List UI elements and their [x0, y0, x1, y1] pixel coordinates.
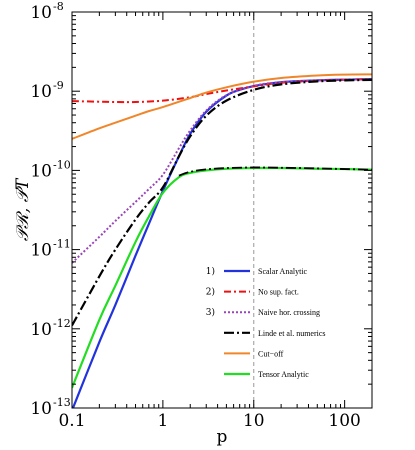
legend-label: Cut−off: [258, 349, 284, 358]
x-tick-label: 0.1: [58, 411, 85, 431]
y-axis-label: 𝒫ℛ, 𝒫T: [13, 177, 33, 241]
legend-number: 1): [206, 266, 215, 277]
y-tick-exponent: -8: [53, 0, 64, 13]
plot-frame: [71, 11, 373, 409]
y-tick-label: 10: [30, 241, 52, 261]
legend-entry: 1) Scalar Analytic: [206, 266, 308, 277]
legend-entry: 3) Naive hor. crossing: [206, 307, 320, 318]
x-tick-label: 1: [157, 411, 168, 431]
x-tick-label: 10: [243, 411, 265, 431]
series-no-sup-fact: [72, 78, 372, 104]
y-tick-exponent: -9: [53, 79, 64, 92]
legend-label: Scalar Analytic: [258, 267, 308, 276]
y-tick-label: 10: [30, 82, 52, 102]
series-naive-hor-crossing: [72, 78, 372, 264]
series-cut-off: [72, 73, 372, 140]
legend-entry: 2) No sup. fact.: [206, 287, 299, 298]
series-linde-tensor-numerics: [178, 166, 372, 177]
legend-entry: Tensor Analytic: [224, 370, 309, 379]
x-axis-label: p: [217, 427, 228, 447]
y-tick-exponent: -11: [53, 238, 71, 251]
legend-number: 2): [206, 287, 215, 298]
y-tick-label: 10: [30, 320, 52, 340]
legend-number: 3): [206, 307, 215, 318]
y-tick-exponent: -13: [53, 396, 71, 409]
series-linde-et-al-numerics: [72, 78, 372, 327]
x-tick-label: 100: [328, 411, 360, 431]
series-tensor-analytic: [72, 166, 372, 389]
legend-label: No sup. fact.: [258, 288, 299, 297]
y-tick-label: 10: [30, 399, 52, 419]
legend-label: Tensor Analytic: [258, 370, 309, 379]
legend-entry: Cut−off: [224, 349, 284, 358]
legend-label: Naive hor. crossing: [258, 308, 320, 317]
y-tick-exponent: -12: [53, 317, 71, 330]
legend-entry: Linde et al. numerics: [224, 329, 326, 338]
y-tick-label: 10: [30, 3, 52, 23]
y-tick-exponent: -10: [53, 158, 71, 171]
series-scalar-analytic: [72, 78, 372, 408]
legend-label: Linde et al. numerics: [258, 329, 326, 338]
y-tick-label: 10: [30, 161, 52, 181]
